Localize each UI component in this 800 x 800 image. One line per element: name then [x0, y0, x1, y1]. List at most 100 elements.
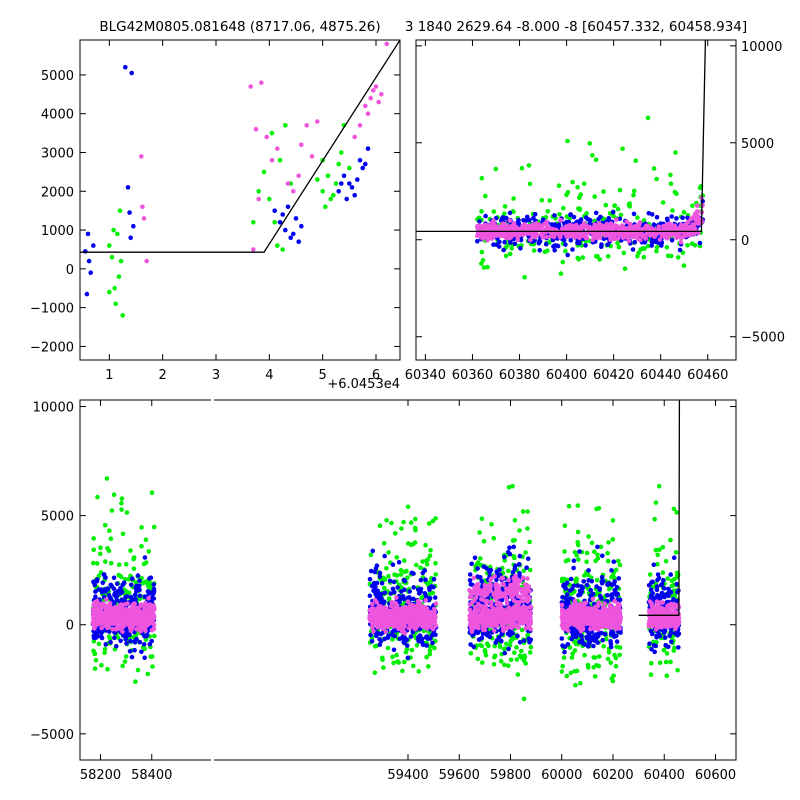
y-tick-label: 0	[66, 263, 74, 278]
data-point	[614, 644, 619, 650]
data-point	[406, 541, 411, 546]
data-point	[482, 647, 488, 653]
data-point	[489, 522, 494, 527]
data-point	[106, 592, 112, 598]
data-point	[685, 243, 690, 248]
data-point	[669, 238, 675, 243]
panel-title-top-left: BLG42M0805.081648 (8717.06, 4875.26)	[99, 19, 380, 35]
data-point	[256, 196, 262, 202]
data-point	[479, 209, 484, 214]
data-point	[373, 84, 379, 89]
data-point	[331, 192, 336, 198]
data-point	[575, 255, 580, 261]
data-point	[269, 157, 275, 163]
data-point	[384, 41, 390, 47]
data-point	[574, 576, 579, 581]
data-point	[564, 580, 570, 586]
data-point	[269, 130, 275, 136]
x-tick-label: 60360	[452, 368, 493, 383]
data-point	[109, 508, 115, 513]
data-point	[145, 671, 151, 677]
data-point	[123, 654, 129, 659]
data-point	[381, 541, 387, 546]
data-point	[539, 197, 545, 203]
data-point	[584, 223, 590, 229]
data-point	[285, 204, 291, 210]
data-point	[627, 201, 632, 206]
data-point	[684, 229, 689, 235]
data-point	[125, 601, 130, 606]
data-point	[142, 555, 148, 560]
data-point	[512, 518, 518, 523]
data-point	[492, 655, 497, 660]
panel-title-top-right: 3 1840 2629.64 -8.000 -8 [60457.332, 604…	[405, 19, 747, 35]
data-point	[578, 217, 584, 222]
data-point	[591, 655, 596, 660]
data-point	[673, 550, 679, 555]
data-point	[560, 663, 565, 669]
data-point	[647, 572, 653, 577]
data-point	[103, 642, 109, 647]
data-point	[508, 225, 514, 231]
data-point	[315, 119, 320, 124]
data-point	[678, 235, 684, 240]
data-point	[569, 586, 575, 592]
data-point	[147, 607, 153, 613]
data-point	[151, 596, 157, 601]
y-tick-label: 5000	[741, 137, 774, 152]
data-point	[663, 558, 669, 564]
data-point	[106, 623, 111, 629]
data-point	[657, 660, 663, 665]
y-tick-label: 4000	[41, 108, 74, 123]
data-point	[469, 561, 475, 567]
data-point	[91, 536, 96, 541]
data-point	[259, 80, 264, 85]
data-point	[123, 562, 129, 567]
data-point	[493, 166, 499, 172]
data-point	[114, 593, 120, 599]
data-point	[507, 236, 512, 241]
data-point	[140, 204, 145, 210]
data-point	[414, 643, 420, 648]
x-tick-label: 3	[212, 368, 220, 383]
data-point	[394, 652, 399, 658]
data-point	[264, 134, 270, 140]
data-point	[112, 635, 117, 641]
data-point	[475, 238, 480, 244]
data-point	[112, 285, 117, 291]
data-point	[390, 562, 396, 567]
data-point	[349, 185, 355, 190]
data-point	[515, 237, 521, 242]
data-point	[526, 163, 532, 168]
data-point	[360, 165, 366, 171]
data-point	[120, 663, 125, 669]
data-point	[109, 254, 115, 260]
data-point	[123, 594, 128, 600]
data-point	[336, 161, 342, 167]
data-point	[132, 640, 138, 645]
data-point	[514, 657, 520, 662]
data-point	[668, 659, 673, 665]
data-point	[491, 662, 497, 667]
data-point	[660, 545, 666, 550]
data-point	[561, 655, 567, 660]
data-point	[253, 126, 259, 132]
data-point	[617, 652, 622, 658]
data-point	[413, 516, 418, 522]
data-point	[400, 668, 405, 674]
data-point	[599, 596, 604, 601]
data-point	[280, 212, 286, 217]
data-point	[401, 519, 406, 525]
data-point	[323, 204, 328, 210]
data-point	[384, 518, 389, 523]
data-point	[512, 241, 518, 247]
data-point	[374, 633, 379, 639]
data-point	[650, 579, 655, 585]
data-point	[507, 210, 513, 216]
data-point	[645, 243, 651, 249]
data-point	[479, 261, 484, 266]
data-point	[519, 648, 524, 654]
data-point	[479, 635, 485, 641]
data-point	[635, 253, 640, 259]
data-point	[677, 247, 683, 253]
